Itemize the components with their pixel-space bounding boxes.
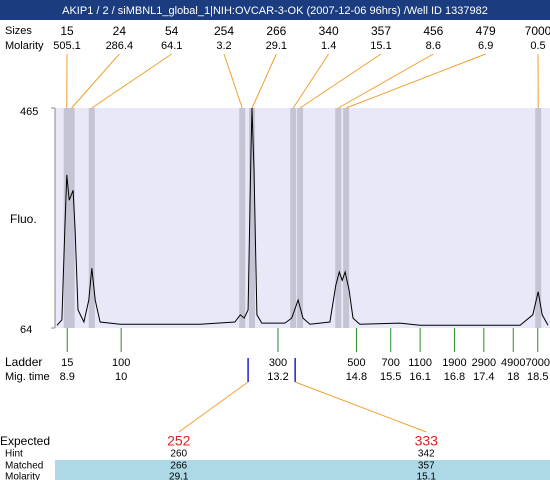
mig-time: 16.1: [409, 371, 430, 383]
trace: [56, 107, 549, 326]
time-label: Mig. time: [5, 371, 50, 383]
expected-row-label: Hint: [5, 449, 23, 460]
peak-molarity: 505.1: [53, 40, 81, 52]
peak-connector: [91, 53, 172, 109]
ladder-size: 100: [112, 357, 130, 369]
peak-band: [335, 108, 342, 328]
peak-size: 456: [423, 24, 443, 38]
expected-connector: [294, 381, 427, 433]
peak-molarity: 286.4: [106, 40, 134, 52]
peak-molarity: 15.1: [370, 40, 391, 52]
ladder-size: 1900: [442, 357, 466, 369]
expected-row-label: Expected: [0, 434, 50, 448]
peak-connector: [292, 53, 330, 109]
mig-time: 16.8: [444, 371, 465, 383]
ladder-size: 700: [382, 357, 400, 369]
y-tick-label: 465: [20, 106, 38, 118]
mig-time: 13.2: [267, 371, 288, 383]
peak-molarity: 29.1: [266, 40, 287, 52]
mig-time: 17.4: [473, 371, 494, 383]
peak-connector: [223, 53, 243, 109]
peak-molarity: 3.2: [216, 40, 231, 52]
peak-band: [88, 108, 95, 328]
title: AKIP1 / 2 / siMBNL1_global_1|NIH:OVCAR-3…: [62, 5, 488, 17]
peak-band: [239, 108, 246, 328]
peak-molarity: 6.9: [478, 40, 493, 52]
ladder-size: 2900: [472, 357, 496, 369]
mig-time: 15.5: [380, 371, 401, 383]
matched-band: [55, 460, 550, 480]
expected-molarity: 29.1: [169, 472, 189, 480]
expected-matched: 266: [170, 461, 187, 472]
peak-connector: [251, 53, 277, 109]
expected-expected: 333: [415, 433, 439, 449]
row-label: Sizes: [5, 25, 32, 37]
ladder-size: 1100: [408, 357, 432, 369]
peak-molarity: 64.1: [161, 40, 182, 52]
expected-hint: 342: [418, 449, 435, 460]
expected-connector: [178, 381, 249, 433]
ladder-label: Ladder: [5, 355, 42, 369]
y-tick-label: 64: [20, 324, 32, 336]
peak-connector: [345, 53, 486, 109]
peak-size: 266: [266, 24, 286, 38]
ladder-size: 15: [61, 357, 73, 369]
peak-connector: [338, 53, 434, 109]
mig-time: 10: [115, 371, 127, 383]
peak-size: 479: [476, 24, 496, 38]
peak-size: 340: [319, 24, 339, 38]
peak-size: 357: [371, 24, 391, 38]
expected-row-label: Molarity: [5, 472, 40, 480]
peak-band: [63, 108, 70, 328]
peak-band: [343, 108, 350, 328]
ladder-size: 500: [347, 357, 365, 369]
y-label: Fluo.: [10, 212, 37, 226]
peak-size: 54: [165, 24, 179, 38]
mig-time: 8.9: [60, 371, 75, 383]
peak-band: [535, 108, 542, 328]
peak-band: [297, 108, 304, 328]
title-bar: [0, 0, 550, 20]
expected-expected: 252: [167, 433, 191, 449]
peak-size: 15: [60, 24, 74, 38]
ladder-size: 300: [269, 357, 287, 369]
peak-size: 24: [113, 24, 127, 38]
peak-connector: [71, 53, 120, 109]
peak-molarity: 8.6: [426, 40, 441, 52]
peak-molarity: 1.4: [321, 40, 336, 52]
peak-band: [68, 108, 75, 328]
peak-band: [249, 108, 256, 328]
mig-time: 14.8: [346, 371, 367, 383]
peak-molarity: 0.5: [530, 40, 545, 52]
peak-connector: [299, 53, 382, 109]
expected-molarity: 15.1: [417, 472, 437, 480]
mig-time: 18: [507, 371, 519, 383]
row-label: Molarity: [5, 40, 44, 52]
ladder-size: 4900: [501, 357, 525, 369]
peak-size: 254: [214, 24, 234, 38]
expected-row-label: Matched: [5, 461, 43, 472]
peak-size: 7000: [525, 24, 550, 38]
peak-band: [290, 108, 297, 328]
ladder-size: 7000: [526, 357, 550, 369]
expected-matched: 357: [418, 461, 435, 472]
mig-time: 18.5: [527, 371, 548, 383]
expected-hint: 260: [170, 449, 187, 460]
